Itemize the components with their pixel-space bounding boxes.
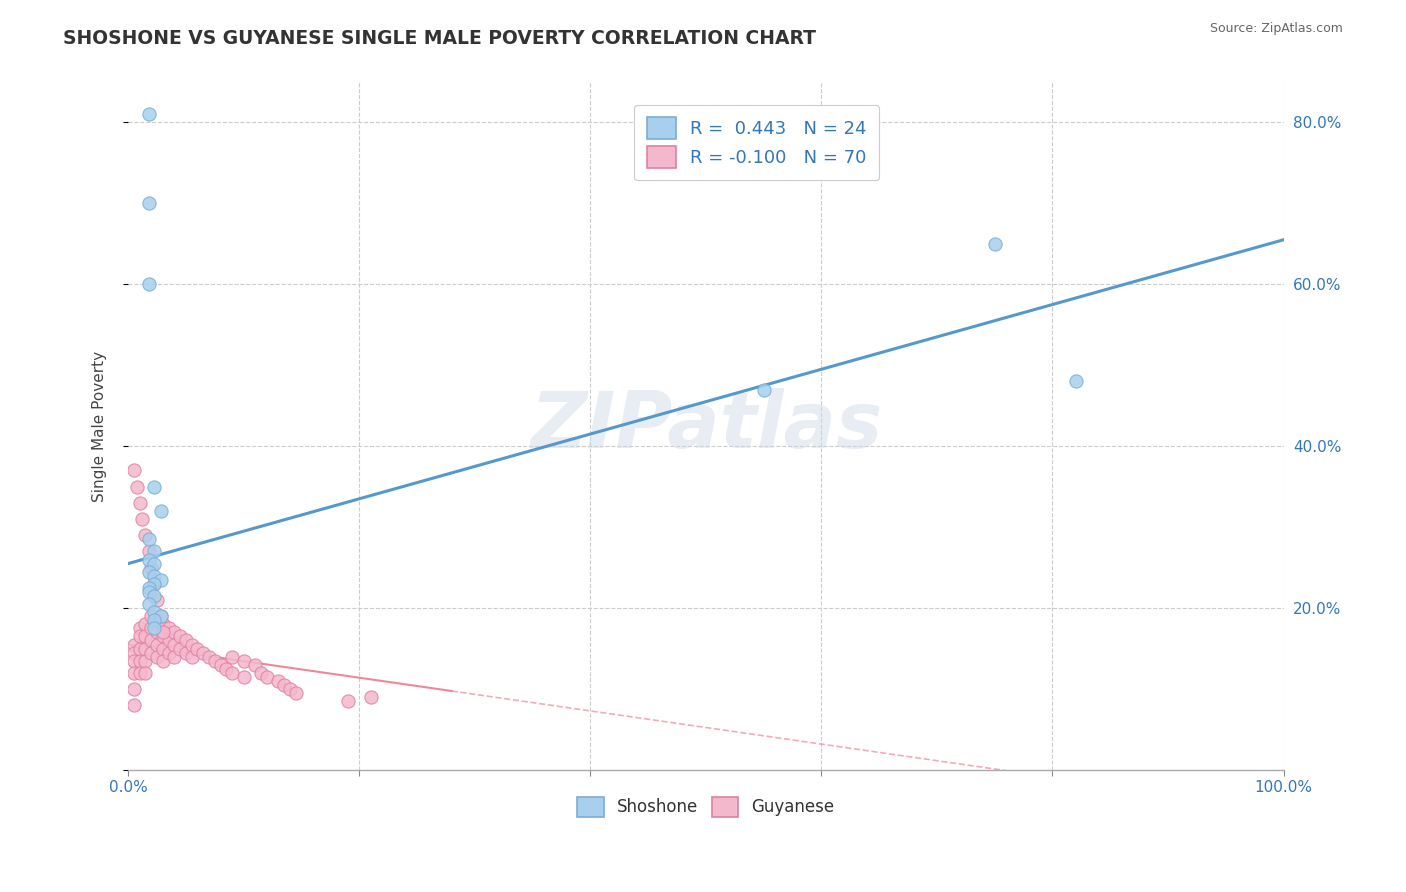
Point (127, 480, 149, 494)
Point (138, 544, 160, 558)
Point (134, 617, 156, 632)
Point (128, 641, 150, 656)
Point (169, 629, 191, 643)
Point (138, 585, 160, 599)
Point (152, 625, 174, 640)
Point (360, 690, 382, 705)
Point (245, 657, 267, 672)
Point (204, 654, 226, 668)
Point (134, 629, 156, 643)
Point (141, 609, 163, 624)
Point (138, 565, 160, 579)
Point (193, 646, 215, 660)
Point (163, 638, 186, 652)
Point (138, 581, 160, 595)
Point (141, 633, 163, 648)
Point (157, 621, 180, 635)
Point (1064, 375, 1087, 389)
Point (142, 621, 165, 635)
Point (152, 617, 174, 632)
Point (221, 665, 243, 680)
Point (122, 681, 145, 696)
Point (138, 277, 160, 292)
Point (138, 533, 160, 547)
Point (141, 646, 163, 660)
Point (250, 665, 273, 680)
Point (142, 480, 165, 494)
Text: Source: ZipAtlas.com: Source: ZipAtlas.com (1209, 22, 1343, 36)
Point (134, 528, 156, 542)
Point (128, 621, 150, 635)
Point (142, 605, 165, 619)
Point (256, 670, 278, 684)
Y-axis label: Single Male Poverty: Single Male Poverty (93, 351, 107, 501)
Point (134, 641, 156, 656)
Point (221, 649, 243, 664)
Point (336, 694, 359, 708)
Point (284, 686, 307, 700)
Point (278, 681, 301, 696)
Point (232, 654, 254, 668)
Point (180, 638, 202, 652)
Point (141, 621, 163, 635)
Point (232, 670, 254, 684)
Point (983, 236, 1005, 251)
Point (142, 557, 165, 571)
Point (149, 573, 172, 587)
Point (122, 646, 145, 660)
Text: ZIPatlas: ZIPatlas (530, 388, 882, 464)
Point (134, 665, 156, 680)
Point (142, 544, 165, 558)
Point (198, 649, 221, 664)
Point (138, 597, 160, 611)
Point (157, 646, 180, 660)
Point (186, 641, 208, 656)
Point (169, 641, 191, 656)
Point (141, 560, 163, 574)
Point (146, 638, 169, 652)
Point (163, 625, 186, 640)
Point (152, 641, 174, 656)
Point (267, 673, 290, 688)
Point (142, 568, 165, 582)
Point (138, 107, 160, 121)
Point (215, 662, 238, 676)
Point (174, 646, 197, 660)
Point (122, 698, 145, 713)
Point (152, 654, 174, 668)
Point (142, 576, 165, 591)
Point (128, 629, 150, 643)
Point (138, 196, 160, 211)
Text: SHOSHONE VS GUYANESE SINGLE MALE POVERTY CORRELATION CHART: SHOSHONE VS GUYANESE SINGLE MALE POVERTY… (63, 29, 817, 47)
Point (174, 633, 197, 648)
Point (146, 649, 169, 664)
Point (128, 654, 150, 668)
Point (180, 649, 202, 664)
Point (163, 649, 186, 664)
Point (149, 504, 172, 518)
Point (122, 463, 145, 477)
Point (142, 613, 165, 627)
Point (273, 678, 295, 692)
Point (152, 629, 174, 643)
Point (146, 625, 169, 640)
Point (134, 654, 156, 668)
Point (122, 665, 145, 680)
Point (146, 613, 169, 627)
Point (142, 576, 165, 591)
Point (122, 638, 145, 652)
Point (128, 665, 150, 680)
Point (122, 654, 145, 668)
Point (209, 657, 232, 672)
Point (149, 609, 172, 624)
Point (128, 496, 150, 510)
Point (149, 609, 172, 624)
Point (146, 593, 169, 607)
Point (138, 552, 160, 566)
Point (131, 512, 153, 526)
Point (142, 589, 165, 603)
Point (752, 383, 775, 397)
Legend: Shoshone, Guyanese: Shoshone, Guyanese (571, 790, 841, 823)
Point (157, 633, 180, 648)
